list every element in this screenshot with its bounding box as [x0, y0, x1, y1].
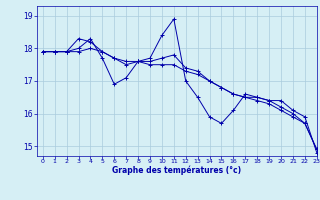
X-axis label: Graphe des températures (°c): Graphe des températures (°c) [112, 166, 241, 175]
